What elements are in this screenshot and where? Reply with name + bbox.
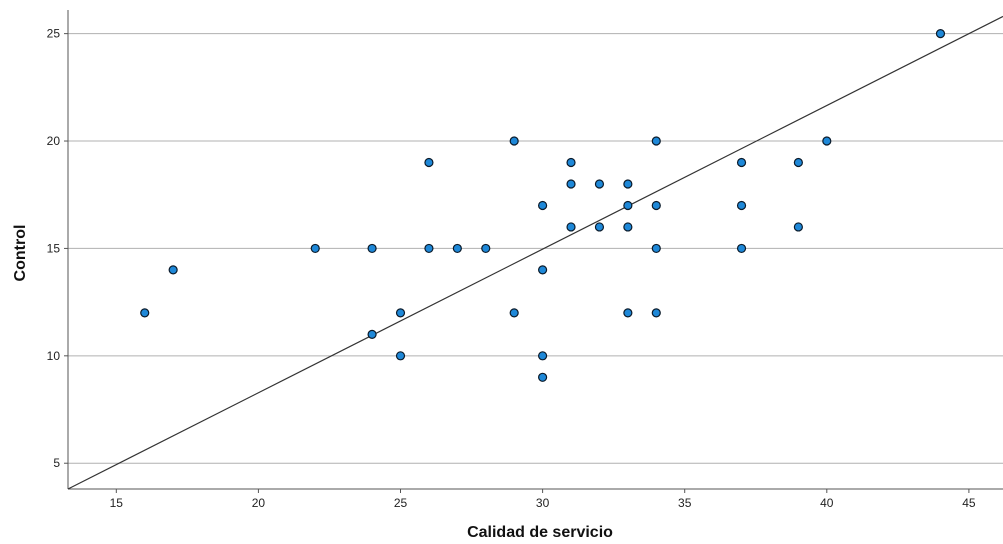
- x-axis-title: Calidad de servicio: [467, 524, 613, 541]
- data-point: [623, 308, 633, 318]
- data-point: [395, 308, 406, 318]
- data-point: [395, 351, 406, 361]
- data-point: [651, 200, 661, 211]
- data-point: [566, 179, 576, 189]
- data-point: [310, 243, 320, 254]
- y-tick-label: 25: [47, 27, 61, 41]
- data-point: [509, 136, 519, 146]
- x-tick-label: 20: [252, 496, 266, 510]
- data-point: [509, 308, 519, 318]
- x-tick-label: 40: [820, 496, 834, 510]
- data-point: [736, 243, 747, 254]
- y-tick-label: 15: [47, 241, 61, 255]
- data-point: [736, 157, 747, 168]
- x-tick-label: 35: [678, 496, 692, 510]
- data-point: [367, 329, 377, 339]
- data-point: [452, 243, 462, 254]
- reference-line: [67, 15, 1003, 490]
- y-tick-label: 10: [47, 349, 61, 363]
- data-point: [935, 29, 946, 39]
- data-point: [822, 136, 832, 146]
- data-point: [538, 265, 548, 275]
- data-point: [651, 136, 661, 146]
- data-point: [424, 157, 434, 168]
- data-point: [623, 200, 633, 211]
- data-point: [168, 265, 178, 275]
- data-point: [623, 179, 633, 189]
- data-point: [538, 372, 548, 382]
- data-point: [594, 179, 605, 189]
- data-point: [651, 308, 661, 318]
- data-point: [140, 308, 150, 318]
- data-point: [566, 222, 576, 232]
- y-tick-label: 5: [53, 456, 60, 470]
- x-tick-label: 15: [110, 496, 124, 510]
- axes: [64, 10, 1003, 493]
- data-point: [793, 222, 803, 232]
- data-point: [623, 222, 633, 232]
- data-point: [651, 243, 661, 254]
- data-point: [566, 157, 576, 168]
- data-point: [538, 200, 548, 211]
- y-tick-label: 20: [47, 134, 61, 148]
- data-points: [140, 29, 946, 382]
- tick-labels: 5 10 15 20 25 15 20 25 30 35 40 45: [47, 27, 976, 510]
- x-tick-label: 30: [536, 496, 550, 510]
- data-point: [538, 351, 548, 361]
- data-point: [736, 200, 747, 211]
- y-axis-title: Control: [12, 225, 29, 282]
- x-tick-label: 25: [394, 496, 408, 510]
- data-point: [481, 243, 491, 254]
- data-point: [793, 157, 803, 168]
- data-point: [594, 222, 605, 232]
- data-point: [367, 243, 377, 254]
- reference-line-group: [67, 15, 1003, 490]
- x-tick-label: 45: [962, 496, 976, 510]
- data-point: [424, 243, 434, 254]
- gridlines: [68, 33, 1003, 464]
